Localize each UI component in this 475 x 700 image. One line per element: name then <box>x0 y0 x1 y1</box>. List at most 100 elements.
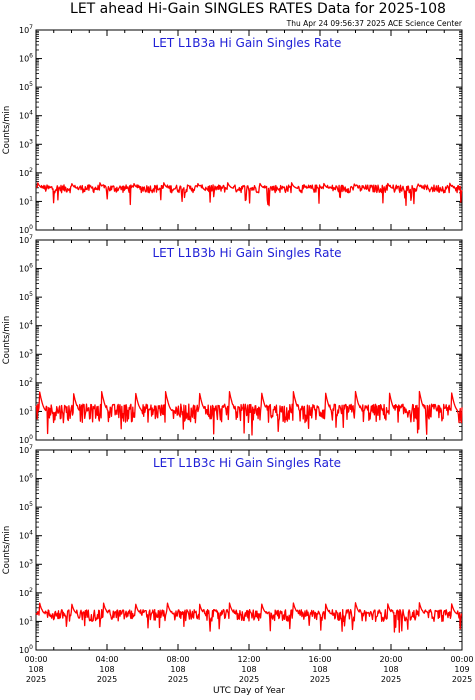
y-tick-base: 10 <box>19 322 29 331</box>
y-tick-exponent: 3 <box>29 348 33 355</box>
x-tick-label-doy: 108 <box>99 665 114 674</box>
y-tick-base: 10 <box>19 646 29 655</box>
y-axis-label: Counts/min <box>2 106 12 155</box>
y-tick-base: 10 <box>19 350 29 359</box>
y-tick-exponent: 4 <box>29 110 33 117</box>
x-tick-label-time: 08:00 <box>166 655 189 664</box>
y-tick-exponent: 2 <box>29 167 33 174</box>
x-tick-label-time: 16:00 <box>308 655 331 664</box>
y-tick-exponent: 0 <box>29 434 33 441</box>
y-tick-label: 103 <box>19 348 33 359</box>
panel-title: LET L1B3a Hi Gain Singles Rate <box>153 36 342 50</box>
x-tick-label-doy: 108 <box>383 665 398 674</box>
y-tick-base: 10 <box>19 379 29 388</box>
y-tick-exponent: 6 <box>29 263 33 270</box>
x-tick-label-year: 2025 <box>97 675 117 684</box>
series-line <box>35 602 463 633</box>
y-tick-label: 107 <box>19 24 33 35</box>
y-tick-label: 100 <box>19 224 33 235</box>
y-tick-exponent: 7 <box>29 444 33 451</box>
y-tick-label: 106 <box>19 473 33 484</box>
y-tick-label: 105 <box>19 291 33 302</box>
x-tick-label-year: 2025 <box>452 675 472 684</box>
y-tick-label: 105 <box>19 81 33 92</box>
x-tick-label-time: 20:00 <box>379 655 402 664</box>
y-tick-base: 10 <box>19 532 29 541</box>
y-tick-base: 10 <box>19 293 29 302</box>
y-tick-label: 100 <box>19 434 33 445</box>
y-tick-base: 10 <box>19 475 29 484</box>
y-tick-exponent: 7 <box>29 234 33 241</box>
y-tick-base: 10 <box>19 55 29 64</box>
x-tick-label-time: 00:00 <box>450 655 473 664</box>
x-tick-label-doy: 108 <box>312 665 327 674</box>
y-tick-label: 102 <box>19 377 33 388</box>
y-tick-label: 101 <box>19 615 33 626</box>
y-tick-exponent: 7 <box>29 24 33 31</box>
y-tick-exponent: 5 <box>29 81 33 88</box>
y-tick-exponent: 6 <box>29 473 33 480</box>
y-tick-base: 10 <box>19 236 29 245</box>
y-tick-exponent: 3 <box>29 138 33 145</box>
y-tick-exponent: 4 <box>29 530 33 537</box>
y-tick-label: 106 <box>19 53 33 64</box>
y-tick-exponent: 1 <box>29 405 33 412</box>
y-tick-label: 104 <box>19 110 33 121</box>
x-tick-label-time: 12:00 <box>237 655 260 664</box>
y-tick-exponent: 1 <box>29 195 33 202</box>
y-axis-label: Counts/min <box>2 526 12 575</box>
x-tick-label-doy: 108 <box>241 665 256 674</box>
y-tick-base: 10 <box>19 265 29 274</box>
x-tick-label-year: 2025 <box>381 675 401 684</box>
y-tick-base: 10 <box>19 140 29 149</box>
panel-title: LET L1B3b Hi Gain Singles Rate <box>152 246 341 260</box>
x-tick-label-year: 2025 <box>239 675 259 684</box>
y-tick-label: 101 <box>19 405 33 416</box>
x-tick-label-doy: 109 <box>454 665 469 674</box>
y-axis-label: Counts/min <box>2 316 12 365</box>
y-tick-exponent: 1 <box>29 615 33 622</box>
y-tick-exponent: 6 <box>29 53 33 60</box>
series-line <box>35 390 463 436</box>
y-tick-label: 104 <box>19 320 33 331</box>
y-tick-base: 10 <box>19 83 29 92</box>
y-tick-base: 10 <box>19 589 29 598</box>
series-line <box>35 182 463 207</box>
x-tick-label-year: 2025 <box>168 675 188 684</box>
panel-title: LET L1B3c Hi Gain Singles Rate <box>153 456 341 470</box>
y-tick-label: 104 <box>19 530 33 541</box>
y-tick-label: 103 <box>19 138 33 149</box>
y-tick-label: 107 <box>19 444 33 455</box>
y-tick-base: 10 <box>19 169 29 178</box>
generation-timestamp: Thu Apr 24 09:56:37 2025 ACE Science Cen… <box>286 19 463 28</box>
y-tick-exponent: 4 <box>29 320 33 327</box>
x-axis-label: UTC Day of Year <box>213 686 285 696</box>
y-tick-label: 102 <box>19 167 33 178</box>
y-tick-exponent: 0 <box>29 224 33 231</box>
y-tick-base: 10 <box>19 436 29 445</box>
y-tick-base: 10 <box>19 407 29 416</box>
y-tick-base: 10 <box>19 226 29 235</box>
y-tick-base: 10 <box>19 446 29 455</box>
y-tick-base: 10 <box>19 503 29 512</box>
y-tick-label: 102 <box>19 587 33 598</box>
figure-title: LET ahead Hi-Gain SINGLES RATES Data for… <box>70 1 446 17</box>
y-tick-base: 10 <box>19 617 29 626</box>
y-tick-base: 10 <box>19 112 29 121</box>
x-tick-label-doy: 108 <box>28 665 43 674</box>
x-tick-label-time: 00:00 <box>24 655 47 664</box>
y-tick-exponent: 3 <box>29 558 33 565</box>
y-tick-base: 10 <box>19 197 29 206</box>
y-tick-label: 101 <box>19 195 33 206</box>
x-tick-label-time: 04:00 <box>95 655 118 664</box>
y-tick-exponent: 0 <box>29 644 33 651</box>
y-tick-exponent: 2 <box>29 377 33 384</box>
y-tick-label: 105 <box>19 501 33 512</box>
y-tick-base: 10 <box>19 560 29 569</box>
y-tick-label: 106 <box>19 263 33 274</box>
